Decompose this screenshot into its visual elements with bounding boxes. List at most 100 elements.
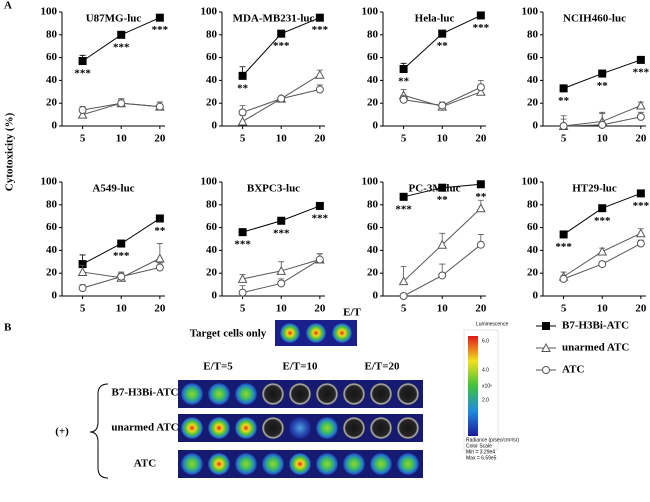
colorbar-title: Luminescence <box>476 321 508 327</box>
x-tick-label: 10 <box>597 133 609 145</box>
marker <box>398 276 409 286</box>
well <box>235 453 257 475</box>
x-tick-label: 5 <box>240 133 246 145</box>
marker <box>476 11 485 20</box>
legend: B7-H3Bi-ATC unarmed ATC ATC <box>536 320 629 376</box>
y-tick-label: 20 <box>46 267 58 279</box>
marker <box>315 85 324 94</box>
marker <box>636 112 645 121</box>
marker <box>476 180 485 189</box>
significance: ** <box>237 82 249 94</box>
well <box>262 453 284 475</box>
marker <box>636 239 645 248</box>
y-tick-label: 0 <box>373 290 379 302</box>
marker <box>315 13 324 22</box>
x-tick-label: 10 <box>276 133 288 145</box>
marker <box>155 263 164 272</box>
x-tick-label: 10 <box>116 303 128 315</box>
y-tick-label: 60 <box>527 221 539 233</box>
et-label: E/T=10 <box>283 361 318 373</box>
marker <box>559 230 568 239</box>
marker <box>315 201 324 210</box>
marker <box>117 30 126 39</box>
marker <box>598 120 607 129</box>
marker <box>78 284 87 293</box>
significance: *** <box>234 239 251 251</box>
colorbar <box>468 336 478 436</box>
legend-label: unarmed ATC <box>562 342 629 354</box>
well <box>343 453 365 475</box>
well <box>208 453 230 475</box>
y-tick-label: 80 <box>527 28 539 40</box>
target-label: Target cells only <box>190 328 267 340</box>
well <box>262 383 284 405</box>
well <box>235 383 257 405</box>
y-tick-label: 100 <box>522 176 539 188</box>
significance: *** <box>113 41 130 53</box>
y-tick-label: 80 <box>367 28 379 40</box>
chart-title: NCIH460-luc <box>563 13 626 25</box>
y-tick-label: 20 <box>367 97 379 109</box>
significance: *** <box>473 22 490 34</box>
significance: *** <box>395 203 412 215</box>
marker <box>399 65 408 73</box>
x-tick-label: 10 <box>437 133 449 145</box>
marker <box>559 274 568 283</box>
y-tick-label: 80 <box>46 28 58 40</box>
marker <box>598 204 607 213</box>
marker <box>238 108 247 117</box>
y-tick-label: 0 <box>212 290 218 302</box>
colorbar-tick: 6.0 <box>482 338 489 344</box>
marker <box>399 95 408 104</box>
y-tick-label: 100 <box>362 176 379 188</box>
y-tick-label: 0 <box>533 290 539 302</box>
y-tick-label: 100 <box>41 6 58 18</box>
marker <box>237 273 248 283</box>
marker <box>476 203 486 213</box>
marker <box>155 214 164 223</box>
well <box>316 417 338 439</box>
y-tick-label: 0 <box>533 120 539 132</box>
y-axis-label: Cytotoxicity (%) <box>4 112 16 191</box>
marker <box>636 55 645 64</box>
y-tick-label: 100 <box>201 6 218 18</box>
x-tick-label: 20 <box>314 133 326 145</box>
marker <box>117 272 126 281</box>
colorbar-tick: 4.0 <box>482 367 489 373</box>
well <box>280 323 300 343</box>
y-tick-label: 60 <box>206 221 218 233</box>
marker <box>438 101 447 110</box>
marker <box>237 116 248 126</box>
x-tick-label: 10 <box>597 303 609 315</box>
y-tick-label: 40 <box>367 74 379 86</box>
y-tick-label: 100 <box>522 6 539 18</box>
marker <box>238 288 247 297</box>
marker <box>277 216 286 225</box>
x-tick-label: 5 <box>561 303 567 315</box>
row-label: unarmed ATC <box>111 422 178 434</box>
well <box>343 417 365 439</box>
significance: ** <box>154 225 166 237</box>
marker <box>238 228 247 237</box>
well <box>370 453 392 475</box>
y-tick-label: 80 <box>46 198 58 210</box>
legend-label: ATC <box>562 364 584 376</box>
marker <box>399 192 408 201</box>
y-tick-label: 40 <box>206 74 218 86</box>
marker <box>315 69 325 79</box>
y-tick-label: 80 <box>206 28 218 40</box>
marker <box>541 342 551 352</box>
significance: *** <box>74 68 91 80</box>
x-tick-label: 10 <box>437 303 449 315</box>
y-tick-label: 40 <box>367 244 379 256</box>
x-tick-label: 10 <box>116 133 128 145</box>
marker <box>155 102 164 111</box>
x-tick-label: 20 <box>475 133 487 145</box>
significance: *** <box>312 212 329 224</box>
marker <box>636 189 645 198</box>
y-tick-label: 60 <box>367 51 379 63</box>
y-tick-label: 100 <box>41 176 58 188</box>
significance: *** <box>273 227 290 239</box>
x-tick-label: 20 <box>635 133 647 145</box>
